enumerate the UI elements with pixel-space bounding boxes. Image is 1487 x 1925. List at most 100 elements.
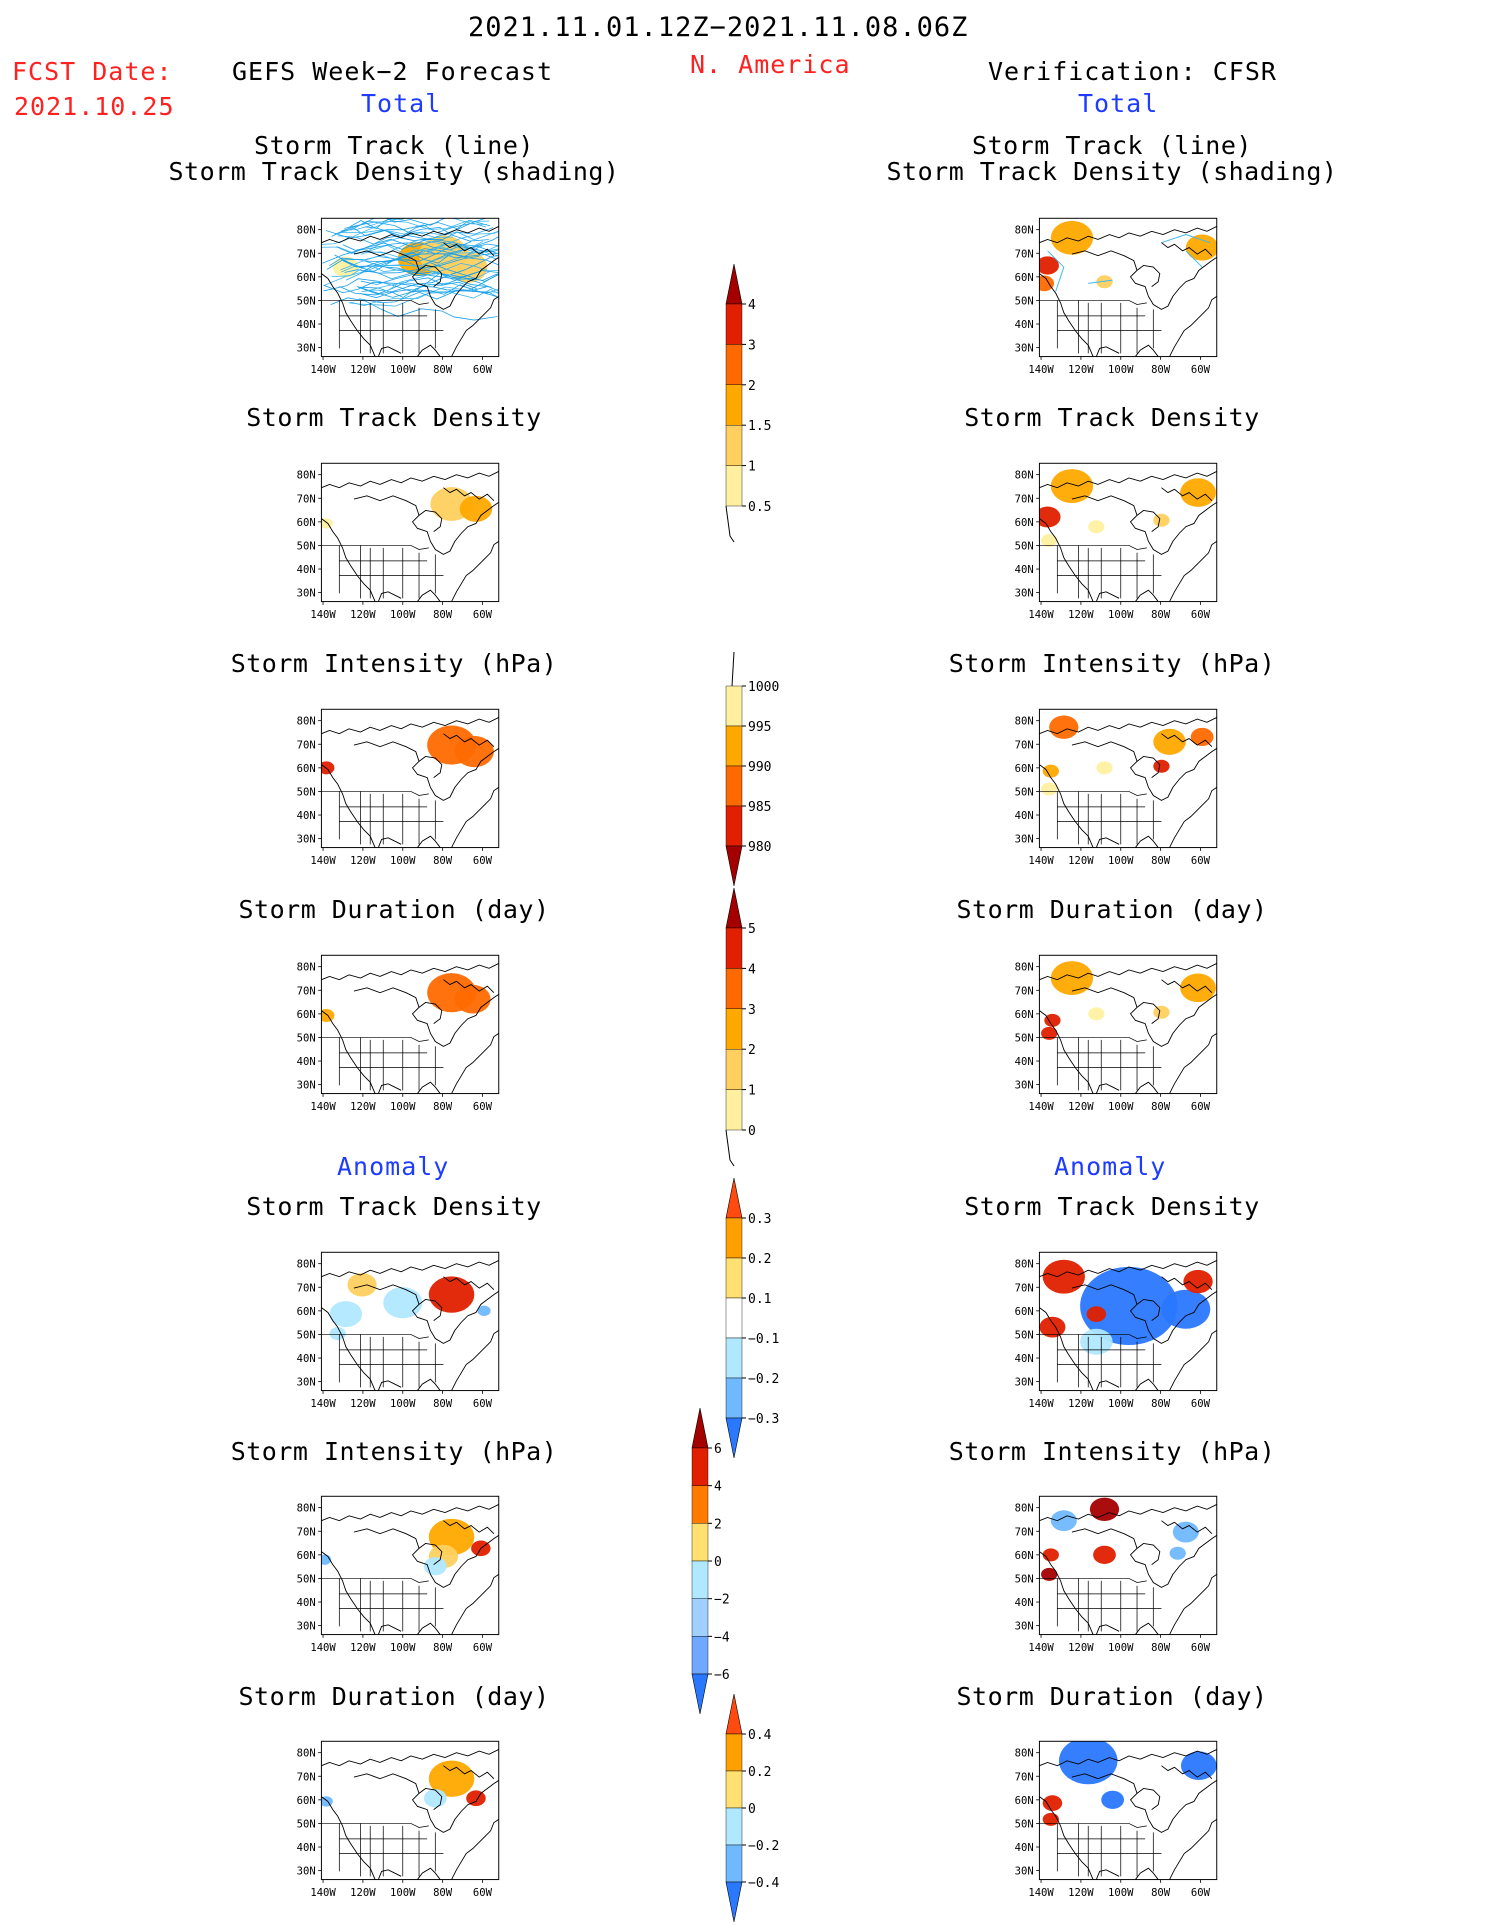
map-obs-track: 80N 70N 60N 50N 40N 30N 140W 120W 100W 80W 60W [1002,200,1220,376]
map-fcst-anom-density: 80N 70N 60N 50N 40N 30N 140W 120W 100W 80W 60W [284,1234,502,1410]
lat-tick-label: 50N [1015,1330,1034,1342]
lat-tick-label: 50N [297,1033,316,1045]
lon-tick-label: 120W [1068,1398,1094,1410]
colorbar-label: 0.4 [748,1728,772,1743]
lat-tick-label: 30N [1015,1080,1034,1092]
right-anom-intensity-title: Storm Intensity (hPa) [948,1437,1276,1466]
lon-tick-label: 80W [1151,1398,1171,1410]
map-fcst-duration: 80N 70N 60N 50N 40N 30N 140W 120W 100W 80W 60W [284,937,502,1113]
region-label: N. America [690,50,851,79]
lon-tick-label: 140W [1028,1887,1054,1899]
colorbar-label: −0.3 [748,1412,779,1427]
lon-tick-label: 140W [310,364,336,376]
map-obs-duration: 80N 70N 60N 50N 40N 30N 140W 120W 100W 80W 60W [1002,937,1220,1113]
lon-tick-label: 140W [310,1398,336,1410]
total-label-right: Total [1078,89,1159,118]
lat-tick-label: 50N [297,541,316,553]
lat-tick-label: 80N [297,962,316,974]
left-column-title: GEFS Week−2 Forecast [232,57,554,86]
lon-tick-label: 100W [1108,1642,1134,1654]
lon-tick-label: 120W [350,1398,376,1410]
lon-tick-label: 140W [1028,364,1054,376]
lon-tick-label: 100W [390,1642,416,1654]
lat-tick-label: 30N [1015,1866,1034,1878]
lat-tick-label: 60N [1015,1795,1034,1807]
lat-tick-label: 30N [1015,588,1034,600]
right-column-title: Verification: CFSR [988,57,1277,86]
colorbar-label: 4 [714,1480,722,1495]
lon-tick-label: 60W [1191,364,1211,376]
colorbar-label: 2 [748,1043,756,1058]
map-obs-density: 80N 70N 60N 50N 40N 30N 140W 120W 100W 80W 60W [1002,445,1220,621]
lat-tick-label: 80N [1015,1259,1034,1271]
lat-tick-label: 40N [297,564,316,576]
lon-tick-label: 140W [1028,1398,1054,1410]
lon-tick-label: 100W [1108,1101,1134,1113]
anomaly-label-right: Anomaly [1054,1152,1167,1181]
lon-tick-label: 120W [350,1642,376,1654]
fcst-date-value: 2021.10.25 [14,92,175,121]
colorbar-label: 0 [748,1802,756,1817]
lat-tick-label: 30N [1015,343,1034,355]
lat-tick-label: 80N [297,1259,316,1271]
colorbar-label: 1 [748,1084,756,1099]
lat-tick-label: 70N [297,985,316,997]
colorbar-density-total: 4 3 2 1.5 1 0.5 [725,263,806,546]
lon-tick-label: 100W [1108,609,1134,621]
lon-tick-label: 60W [1191,609,1211,621]
colorbar-duration-total: 5 4 3 2 1 0 [725,887,806,1170]
map-obs-intensity: 80N 70N 60N 50N 40N 30N 140W 120W 100W 80W 60W [1002,691,1220,867]
anomaly-label-left: Anomaly [337,1152,450,1181]
lat-tick-label: 80N [297,1748,316,1760]
lat-tick-label: 60N [1015,1306,1034,1318]
colorbar-label: 3 [748,1003,756,1018]
lat-tick-label: 60N [1015,272,1034,284]
right-density-title: Storm Track Density [964,403,1260,432]
colorbar-label: 6 [714,1442,722,1457]
colorbar-label: −2 [714,1593,730,1608]
lat-tick-label: 50N [1015,1033,1034,1045]
lon-tick-label: 100W [390,855,416,867]
lon-tick-label: 120W [1068,1887,1094,1899]
lat-tick-label: 40N [297,1597,316,1609]
lon-tick-label: 80W [1151,609,1171,621]
colorbar-intensity-total: 1000 995 990 985 980 [725,646,806,887]
left-anom-density-title: Storm Track Density [246,1192,542,1221]
lat-tick-label: 80N [1015,1503,1034,1515]
colorbar-label: −0.2 [748,1372,779,1387]
lon-tick-label: 120W [350,1887,376,1899]
colorbar-intensity-anom: 6 4 2 0 −2 −4 −6 [691,1407,772,1715]
lon-tick-label: 60W [473,1398,493,1410]
lat-tick-label: 60N [1015,517,1034,529]
lat-tick-label: 50N [1015,1819,1034,1831]
left-density-title: Storm Track Density [246,403,542,432]
lat-tick-label: 50N [297,1819,316,1831]
lon-tick-label: 140W [1028,1101,1054,1113]
lon-tick-label: 100W [1108,364,1134,376]
colorbar-label: 5 [748,922,756,937]
left-duration-title: Storm Duration (day) [238,895,550,924]
lon-tick-label: 140W [310,1642,336,1654]
lat-tick-label: 70N [297,1771,316,1783]
lat-tick-label: 60N [297,272,316,284]
colorbar-label: −4 [714,1630,730,1645]
right-duration-title: Storm Duration (day) [956,895,1268,924]
lon-tick-label: 80W [1151,364,1171,376]
lat-tick-label: 40N [1015,1353,1034,1365]
lat-tick-label: 70N [297,1282,316,1294]
lat-tick-label: 70N [1015,985,1034,997]
colorbar-label: 4 [748,962,756,977]
colorbar-label: 980 [748,840,771,855]
colorbar-label: 3 [748,338,756,353]
lon-tick-label: 140W [310,609,336,621]
lat-tick-label: 60N [297,1306,316,1318]
lat-tick-label: 50N [1015,296,1034,308]
lat-tick-label: 70N [297,493,316,505]
lat-tick-label: 70N [1015,493,1034,505]
lat-tick-label: 80N [1015,716,1034,728]
map-obs-anom-density: 80N 70N 60N 50N 40N 30N 140W 120W 100W 80W 60W [1002,1234,1220,1410]
lon-tick-label: 140W [310,1887,336,1899]
colorbar-label: −0.2 [748,1839,779,1854]
colorbar-label: −6 [714,1668,730,1683]
lat-tick-label: 50N [297,1574,316,1586]
